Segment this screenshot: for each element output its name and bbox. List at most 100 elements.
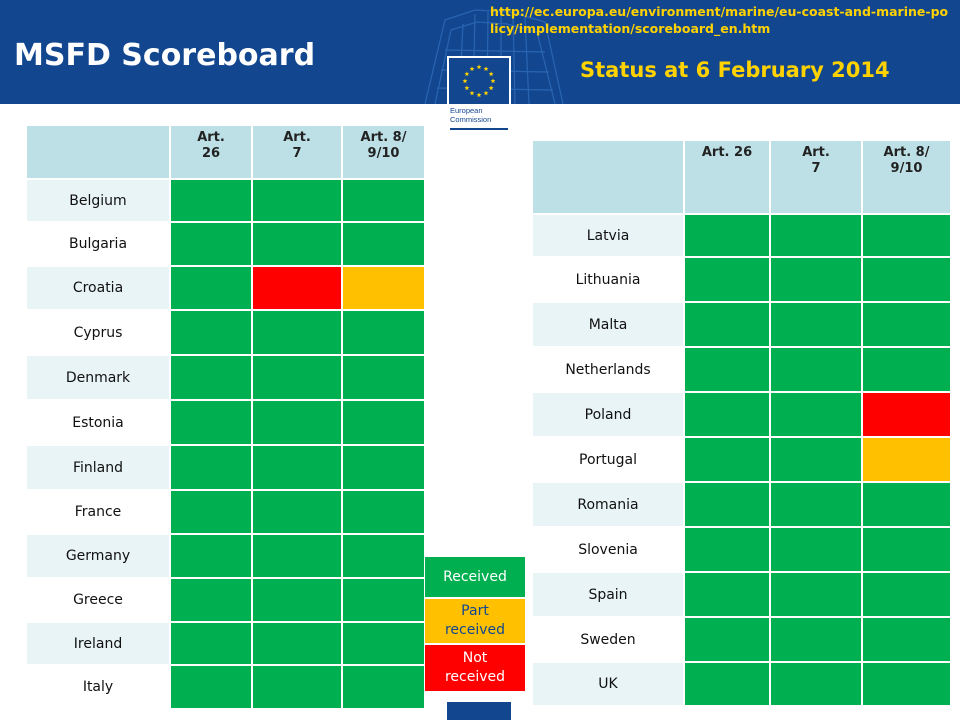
status-cell-part-received — [863, 438, 950, 481]
status-cell-received — [771, 618, 861, 661]
right-header-art26: Art. 26 — [685, 141, 769, 213]
status-cell-received — [343, 356, 424, 399]
status-cell-received — [863, 303, 950, 346]
table-row: France — [27, 491, 424, 533]
status-cell-not-received — [863, 393, 950, 436]
legend-part-received-label: Part received — [444, 603, 506, 638]
country-name: Sweden — [533, 618, 683, 661]
country-name: Poland — [533, 393, 683, 436]
status-cell-received — [685, 258, 769, 301]
status-cell-received — [771, 573, 861, 616]
left-header-row: Art. 26 Art. 7 Art. 8/ 9/10 — [27, 126, 424, 178]
country-name: Ireland — [27, 623, 169, 664]
eu-flag-icon — [449, 58, 509, 104]
status-cell-received — [171, 623, 251, 664]
status-cell-received — [171, 311, 251, 354]
status-cell-received — [771, 393, 861, 436]
source-url[interactable]: http://ec.europa.eu/environment/marine/e… — [490, 4, 949, 36]
status-cell-received — [171, 180, 251, 221]
status-cell-received — [253, 401, 341, 444]
status-cell-received — [685, 303, 769, 346]
status-cell-received — [685, 618, 769, 661]
star-icon — [469, 90, 475, 96]
country-name: Croatia — [27, 267, 169, 309]
country-name: Romania — [533, 483, 683, 526]
star-icon — [483, 90, 489, 96]
status-cell-received — [343, 623, 424, 664]
country-name: Spain — [533, 573, 683, 616]
status-cell-received — [253, 535, 341, 577]
status-cell-received — [171, 356, 251, 399]
table-row: Ireland — [27, 623, 424, 664]
page-title: MSFD Scoreboard — [14, 38, 316, 73]
status-cell-received — [343, 579, 424, 621]
table-row: Latvia — [533, 215, 950, 256]
status-cell-received — [863, 483, 950, 526]
status-date: Status at 6 February 2014 — [580, 58, 890, 82]
table-row: Romania — [533, 483, 950, 526]
country-name: Lithuania — [533, 258, 683, 301]
status-cell-received — [253, 446, 341, 489]
status-cell-received — [863, 528, 950, 571]
table-row: Croatia — [27, 267, 424, 309]
status-cell-received — [863, 348, 950, 391]
status-cell-received — [171, 666, 251, 708]
status-cell-received — [685, 438, 769, 481]
status-cell-received — [863, 258, 950, 301]
legend-received: Received — [425, 557, 525, 597]
star-icon — [469, 66, 475, 71]
country-name: Denmark — [27, 356, 169, 399]
status-cell-received — [343, 491, 424, 533]
status-cell-not-received — [253, 267, 341, 309]
status-cell-received — [685, 528, 769, 571]
table-row: Slovenia — [533, 528, 950, 571]
status-cell-received — [771, 258, 861, 301]
status-cell-received — [343, 180, 424, 221]
country-name: Belgium — [27, 180, 169, 221]
status-cell-received — [771, 528, 861, 571]
status-cell-received — [771, 663, 861, 705]
right-header-country — [533, 141, 683, 213]
right-header-row: Art. 26 Art. 7 Art. 8/ 9/10 — [533, 141, 950, 213]
logo-text-line-1: European — [450, 106, 483, 115]
status-cell-received — [171, 401, 251, 444]
table-row: Finland — [27, 446, 424, 489]
legend-not-received: Not received — [425, 645, 525, 691]
star-icon — [462, 78, 468, 84]
status-cell-received — [253, 579, 341, 621]
table-row: Sweden — [533, 618, 950, 661]
country-name: Bulgaria — [27, 223, 169, 265]
status-cell-received — [253, 491, 341, 533]
status-cell-received — [863, 663, 950, 705]
status-cell-received — [771, 348, 861, 391]
right-header-art8: Art. 8/ 9/10 — [863, 141, 950, 213]
country-name: Latvia — [533, 215, 683, 256]
status-cell-received — [253, 623, 341, 664]
european-commission-logo: European Commission — [447, 56, 511, 134]
table-row: Denmark — [27, 356, 424, 399]
status-cell-received — [685, 573, 769, 616]
status-cell-received — [253, 666, 341, 708]
legend-not-received-label: Not received — [444, 650, 506, 685]
legend-part-received: Part received — [425, 599, 525, 643]
status-cell-received — [685, 393, 769, 436]
status-cell-received — [685, 348, 769, 391]
status-cell-received — [863, 573, 950, 616]
status-cell-received — [343, 666, 424, 708]
country-name: Netherlands — [533, 348, 683, 391]
table-row: Lithuania — [533, 258, 950, 301]
country-name: Greece — [27, 579, 169, 621]
table-row: Italy — [27, 666, 424, 708]
status-cell-received — [253, 180, 341, 221]
table-row: Malta — [533, 303, 950, 346]
status-cell-received — [171, 446, 251, 489]
status-cell-received — [171, 579, 251, 621]
status-cell-received — [253, 311, 341, 354]
status-cell-received — [685, 215, 769, 256]
star-icon — [488, 71, 494, 77]
country-name: Cyprus — [27, 311, 169, 354]
legend-received-label: Received — [443, 568, 507, 585]
status-cell-received — [343, 401, 424, 444]
left-header-art8: Art. 8/ 9/10 — [343, 126, 424, 178]
table-row: Portugal — [533, 438, 950, 481]
